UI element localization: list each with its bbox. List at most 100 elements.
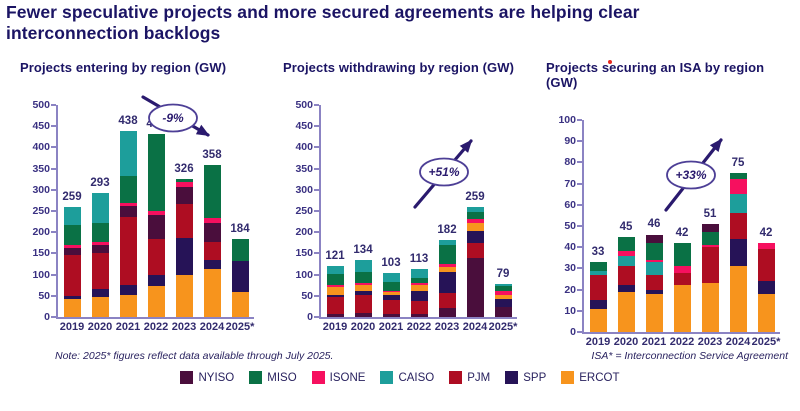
chart-panel-isa: Projects securing an ISA by region (GW) …: [544, 60, 797, 348]
legend-label-nyiso: NYISO: [198, 371, 235, 384]
y-tick-mark: [51, 316, 56, 318]
segment-isone: [119, 202, 137, 206]
y-tick-mark: [51, 231, 56, 234]
y-tick-mark: [314, 210, 319, 212]
chart-plot-entering: 0 50 100 150 200 250 300 350 400 450 500 259 2019 293…: [32, 95, 254, 333]
segment-spp: [203, 260, 221, 270]
segment-spp: [617, 285, 635, 292]
y-tick-mark: [314, 125, 319, 128]
segment-ercot: [729, 266, 747, 332]
y-tick-mark: [314, 316, 319, 318]
y-tick-label: 350: [32, 162, 50, 175]
x-tick-2021: 2021: [641, 336, 667, 348]
segment-caiso: [438, 239, 456, 246]
legend-label-ercot: ERCOT: [579, 371, 620, 384]
segment-isone: [494, 291, 512, 295]
segment-isone: [729, 179, 747, 195]
segment-nyiso: [410, 314, 428, 317]
y-tick-mark: [577, 288, 582, 291]
segment-isone: [466, 218, 484, 224]
segment-spp: [645, 289, 663, 294]
bar-total-2023: 51: [703, 207, 717, 220]
y-tick-label: 200: [32, 226, 50, 239]
bar-total-2024: 75: [731, 157, 745, 169]
segment-pjm: [673, 272, 691, 286]
x-tick-2025*: 2025*: [751, 336, 781, 348]
segment-miso: [729, 173, 747, 180]
segment-pjm: [729, 213, 747, 239]
segment-caiso: [326, 265, 344, 275]
y-tick-label: 100: [558, 114, 576, 126]
y-tick-label: 400: [295, 141, 313, 154]
segment-isone: [673, 266, 691, 273]
segment-spp: [63, 295, 81, 300]
y-tick-label: 150: [295, 247, 313, 260]
segment-pjm: [466, 243, 484, 258]
segment-spp: [231, 260, 249, 293]
x-tick-2019: 2019: [59, 321, 85, 333]
legend-swatch-ercot: [561, 371, 575, 384]
stray-red-dot: [608, 60, 612, 64]
legend-swatch-caiso: [380, 371, 394, 384]
y-tick-mark: [577, 309, 582, 312]
y-tick-mark: [577, 161, 582, 164]
y-tick-mark: [577, 267, 582, 270]
segment-nyiso: [91, 244, 109, 253]
segment-caiso: [63, 207, 81, 226]
segment-caiso: [382, 273, 400, 282]
page-title: Fewer speculative projects and more secu…: [6, 2, 640, 44]
segment-nyiso: [645, 234, 663, 243]
y-tick-mark: [314, 146, 319, 149]
legend-swatch-nyiso: [180, 371, 194, 384]
bar-total-2020: 134: [353, 244, 373, 257]
segment-nyiso: [354, 312, 372, 317]
y-tick-mark: [577, 182, 582, 185]
segment-miso: [617, 236, 635, 252]
y-tick-label: 0: [44, 311, 50, 323]
segment-nyiso: [63, 247, 81, 255]
x-tick-2021: 2021: [378, 321, 404, 333]
segment-ercot: [147, 285, 165, 317]
chart-panel-entering: Projects entering by region (GW) 0 50 100 1…: [18, 60, 271, 334]
y-tick-mark: [51, 167, 56, 170]
x-tick-2024: 2024: [725, 336, 751, 348]
bar-2024: [466, 207, 484, 317]
x-tick-2020: 2020: [87, 321, 113, 333]
x-tick-2022: 2022: [669, 336, 695, 348]
segment-caiso: [119, 131, 137, 177]
bar-2021: [119, 131, 137, 317]
segment-ercot: [91, 297, 109, 317]
bar-2020: [91, 192, 109, 317]
legend: NYISO MISO ISONE CAISO PJM SPP ERCOT: [0, 371, 800, 384]
y-tick-mark: [51, 252, 56, 255]
segment-ercot: [757, 293, 775, 332]
bar-2023: [701, 223, 719, 332]
y-tick-label: 250: [32, 205, 50, 217]
segment-caiso: [466, 207, 484, 213]
y-tick-mark: [314, 273, 319, 276]
segment-ercot: [589, 308, 607, 332]
segment-miso: [701, 232, 719, 246]
segment-ercot: [438, 266, 456, 272]
bar-2020: [617, 236, 635, 332]
segment-pjm: [438, 292, 456, 308]
bar-2025*: [494, 283, 512, 317]
x-tick-2022: 2022: [143, 321, 169, 333]
segment-nyiso: [175, 187, 193, 205]
y-tick-mark: [577, 119, 582, 121]
segment-pjm: [203, 241, 221, 261]
segment-ercot: [617, 291, 635, 332]
y-tick-mark: [51, 210, 56, 212]
segment-ercot: [119, 294, 137, 317]
segment-pjm: [617, 266, 635, 286]
y-tick-label: 300: [32, 183, 50, 196]
bar-2019: [589, 262, 607, 332]
y-tick-label: 0: [307, 311, 313, 323]
y-tick-label: 300: [295, 183, 313, 196]
segment-isone: [326, 285, 344, 288]
segment-isone: [354, 282, 372, 285]
y-tick-label: 250: [295, 205, 313, 217]
segment-pjm: [147, 238, 165, 276]
legend-swatch-isone: [311, 371, 325, 384]
segment-miso: [147, 133, 165, 212]
